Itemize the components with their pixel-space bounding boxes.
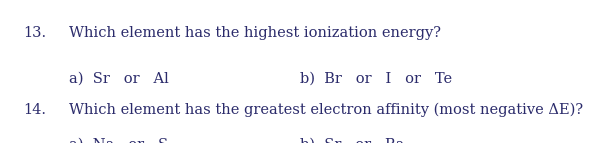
Text: Which element has the greatest electron affinity (most negative ΔE)?: Which element has the greatest electron … xyxy=(69,103,583,117)
Text: 14.: 14. xyxy=(23,103,46,117)
Text: a)  Na   or   S: a) Na or S xyxy=(69,137,168,143)
Text: b)  Sr   or   Ba: b) Sr or Ba xyxy=(300,137,405,143)
Text: 13.: 13. xyxy=(23,26,46,40)
Text: a)  Sr   or   Al: a) Sr or Al xyxy=(69,72,169,86)
Text: b)  Br   or   I   or   Te: b) Br or I or Te xyxy=(300,72,453,86)
Text: Which element has the highest ionization energy?: Which element has the highest ionization… xyxy=(69,26,441,40)
